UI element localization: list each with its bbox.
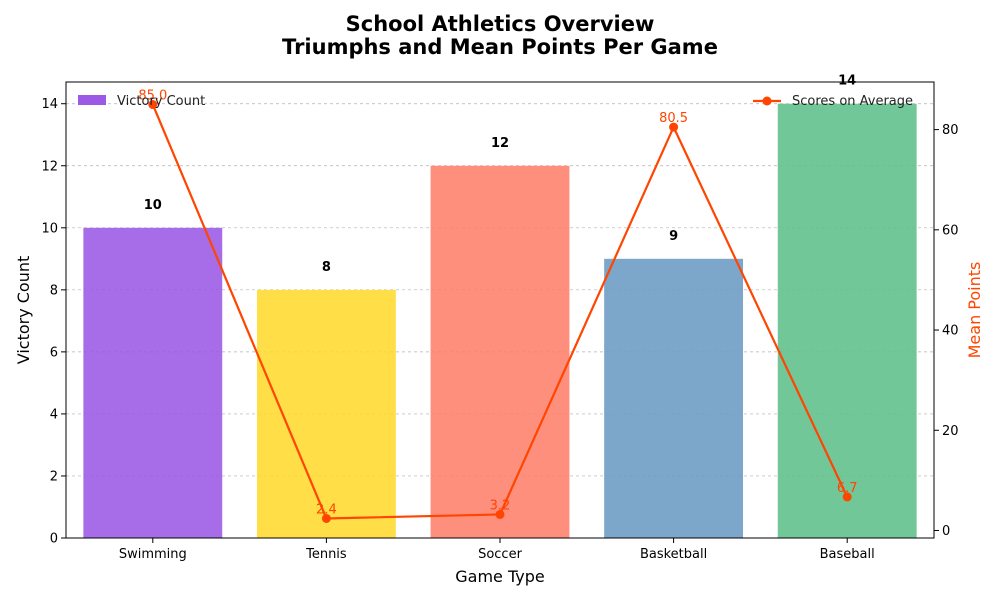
x-tick-label: Baseball <box>820 547 875 562</box>
y-axis-left-label: Victory Count <box>14 256 33 365</box>
line-point <box>321 513 331 523</box>
y-left-tick-label: 8 <box>50 283 58 298</box>
y-axis-left-ticks: 0 2 4 6 8 10 12 14 <box>41 97 66 547</box>
y-left-tick-label: 6 <box>50 345 58 360</box>
y-right-tick-label: 60 <box>942 223 959 238</box>
line-value-label: 2.4 <box>316 502 337 517</box>
line-value-label: 6.7 <box>837 481 858 496</box>
bar-value-label: 8 <box>322 260 331 275</box>
line-value-label: 80.5 <box>659 111 688 126</box>
bars <box>83 103 917 539</box>
legend-right-marker <box>762 96 772 106</box>
line-point <box>842 492 852 502</box>
line-value-label: 3.2 <box>490 498 511 513</box>
legend-right: Scores on Average <box>753 94 913 109</box>
y-axis-right-ticks: 0 20 40 60 80 <box>934 123 959 539</box>
y-left-tick-label: 14 <box>41 97 58 112</box>
x-tick-label: Basketball <box>640 547 707 562</box>
y-left-tick-label: 4 <box>50 407 58 422</box>
legend-left-swatch <box>78 95 106 105</box>
line-point <box>495 509 505 519</box>
x-tick-label: Soccer <box>478 547 522 562</box>
bar-value-label: 9 <box>669 229 678 244</box>
x-axis-ticks: Swimming Tennis Soccer Basketball Baseball <box>119 538 875 562</box>
bar-baseball <box>777 103 917 538</box>
y-right-tick-label: 40 <box>942 324 959 339</box>
bar-value-label: 12 <box>491 136 509 151</box>
legend-right-label: Scores on Average <box>792 94 913 109</box>
line-value-labels: 85.0 2.4 3.2 80.5 6.7 <box>138 89 857 518</box>
x-tick-label: Swimming <box>119 547 187 562</box>
bar-swimming <box>83 227 223 539</box>
line-point <box>148 100 158 110</box>
x-tick-label: Tennis <box>305 547 347 562</box>
x-axis-label: Game Type <box>455 567 544 586</box>
legend-left-label: Victory Count <box>117 94 205 109</box>
bar-value-label: 10 <box>144 198 162 213</box>
bar-soccer <box>430 165 570 538</box>
line-value-label: 85.0 <box>138 89 167 104</box>
bar-value-label: 14 <box>838 74 856 89</box>
y-axis-right-label: Mean Points <box>965 262 984 359</box>
line-series <box>148 100 852 523</box>
y-left-tick-label: 12 <box>41 159 58 174</box>
chart-title-line1: School Athletics Overview <box>346 12 655 36</box>
y-right-tick-label: 20 <box>942 424 959 439</box>
bar-basketball <box>604 258 744 538</box>
chart-title-line2: Triumphs and Mean Points Per Game <box>282 35 718 59</box>
legend-left: Victory Count <box>78 94 205 109</box>
y-left-tick-label: 10 <box>41 221 58 236</box>
bar-value-labels: 10 8 12 9 14 <box>144 74 856 275</box>
y-right-tick-label: 0 <box>942 524 950 539</box>
line-point <box>669 122 679 132</box>
y-left-tick-label: 2 <box>50 469 58 484</box>
y-right-tick-label: 80 <box>942 123 959 138</box>
y-left-tick-label: 0 <box>50 532 58 547</box>
bar-tennis <box>256 289 396 538</box>
